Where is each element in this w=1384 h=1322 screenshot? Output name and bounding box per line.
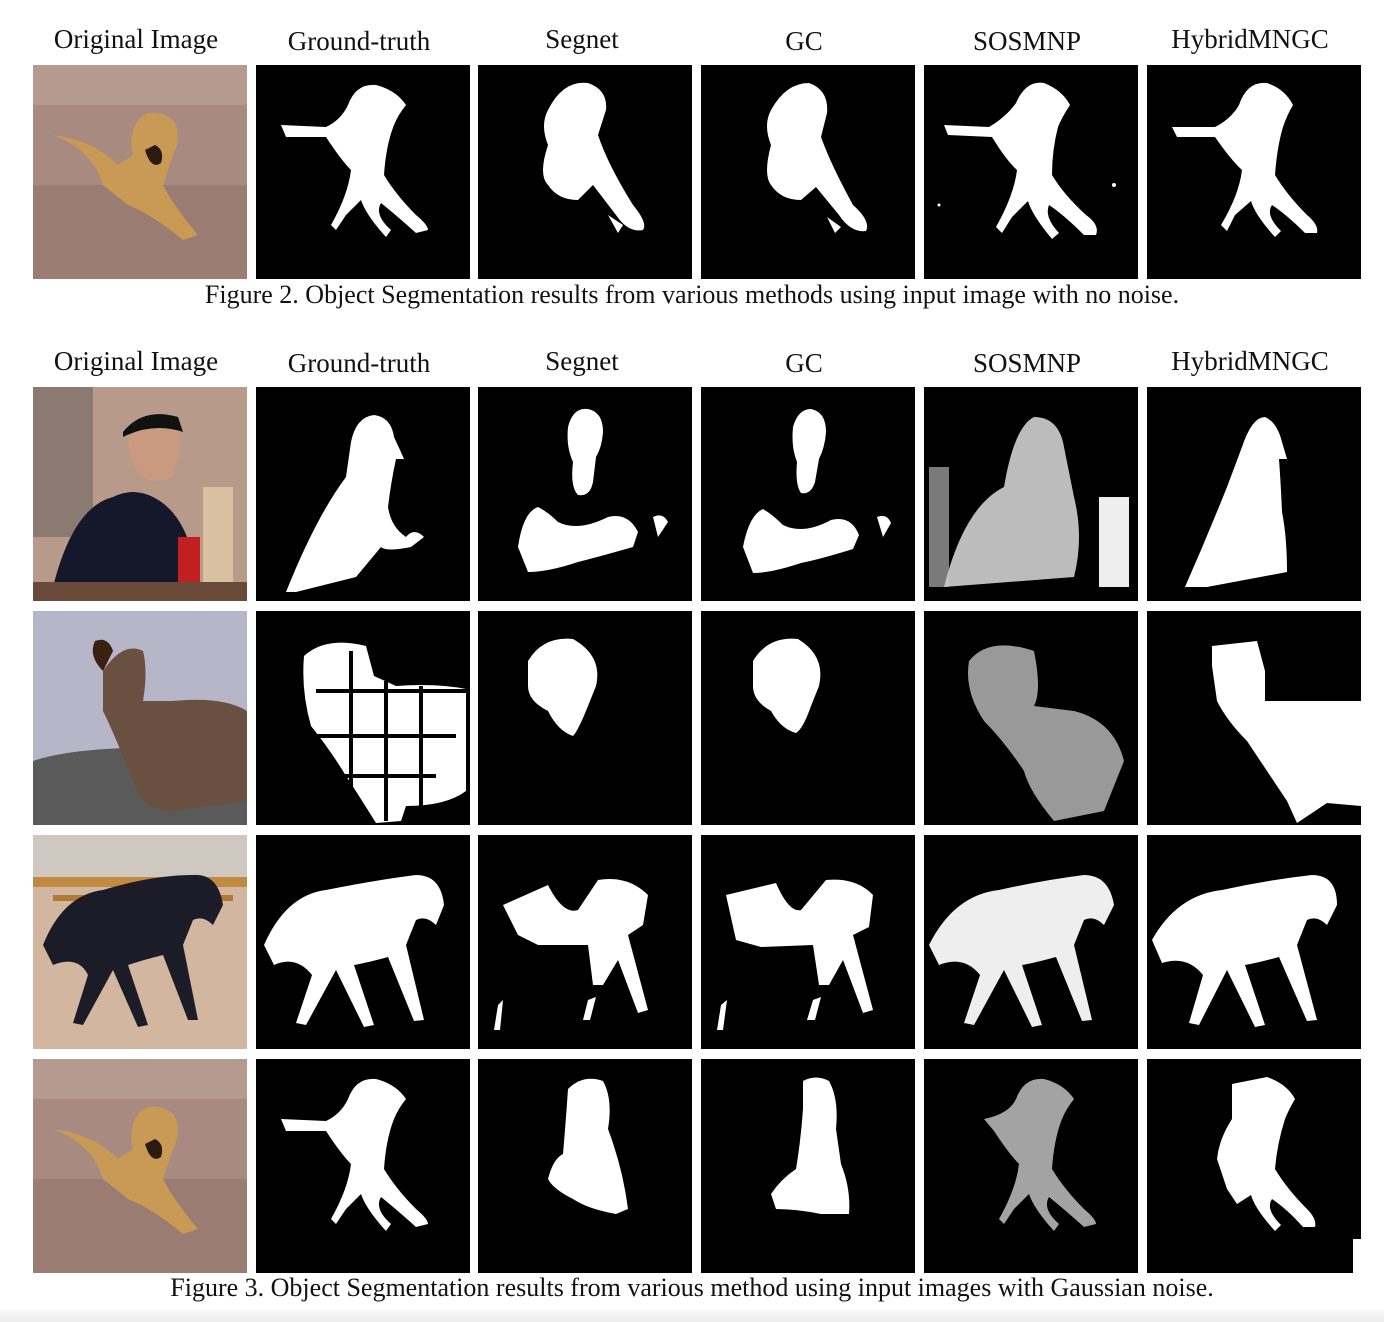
fig3-original-horse-image (33, 835, 247, 1049)
fig3-segnet-mask-2 (478, 611, 692, 825)
fig2-header-segnet: Segnet (475, 24, 689, 54)
fig3-hybridmngc-mask-4 (1147, 1059, 1361, 1273)
fig3-hybridmngc-mask-2 (1147, 611, 1361, 825)
fig3-hybridmngc-mask-1 (1147, 387, 1361, 601)
fig3-gc-mask-3 (701, 835, 915, 1049)
fig2-gc-mask (701, 65, 915, 279)
fig3-header-segnet: Segnet (475, 346, 689, 376)
fig3-segnet-mask-3 (478, 835, 692, 1049)
fig3-gc-mask-1 (701, 387, 915, 601)
fig3-header-gc: GC (697, 348, 911, 378)
fig3-sosmnp-mask-2 (924, 611, 1138, 825)
fig2-header-gc: GC (697, 26, 911, 56)
fig3-ground-truth-mask-3 (256, 835, 470, 1049)
page-bottom-shadow (0, 1306, 1384, 1322)
fig3-sosmnp-mask-3 (924, 835, 1138, 1049)
fig3-original-sheep-image (33, 611, 247, 825)
fig3-segnet-mask-1 (478, 387, 692, 601)
fig3-header-ground-truth: Ground-truth (252, 348, 466, 378)
fig3-ground-truth-mask-2 (256, 611, 470, 825)
fig3-sosmnp-mask-4 (924, 1059, 1138, 1273)
fig3-gc-mask-4 (701, 1059, 915, 1273)
fig3-hybridmngc-mask-3 (1147, 835, 1361, 1049)
fig3-header-sosmnp: SOSMNP (920, 348, 1134, 378)
fig3-sosmnp-mask-1 (924, 387, 1138, 601)
figure-3-caption: Figure 3. Object Segmentation results fr… (0, 1273, 1384, 1303)
fig2-header-ground-truth: Ground-truth (252, 26, 466, 56)
figure-2-caption: Figure 2. Object Segmentation results fr… (0, 280, 1384, 310)
fig3-header-hybridmngc: HybridMNGC (1143, 346, 1357, 376)
fig2-header-hybridmngc: HybridMNGC (1143, 24, 1357, 54)
fig3-original-man-image (33, 387, 247, 601)
fig3-ground-truth-mask-1 (256, 387, 470, 601)
fig2-sosmnp-mask (924, 65, 1138, 279)
fig2-segnet-mask (478, 65, 692, 279)
fig3-ground-truth-mask-4 (256, 1059, 470, 1273)
fig3-original-dog-image (33, 1059, 247, 1273)
fig2-header-original: Original Image (29, 24, 243, 54)
fig3-segnet-mask-4 (478, 1059, 692, 1273)
fig2-ground-truth-mask (256, 65, 470, 279)
fig2-hybridmngc-mask (1147, 65, 1361, 279)
fig2-original-dog-image (33, 65, 247, 279)
fig3-header-original: Original Image (29, 346, 243, 376)
fig3-gc-mask-2 (701, 611, 915, 825)
fig2-header-sosmnp: SOSMNP (920, 26, 1134, 56)
